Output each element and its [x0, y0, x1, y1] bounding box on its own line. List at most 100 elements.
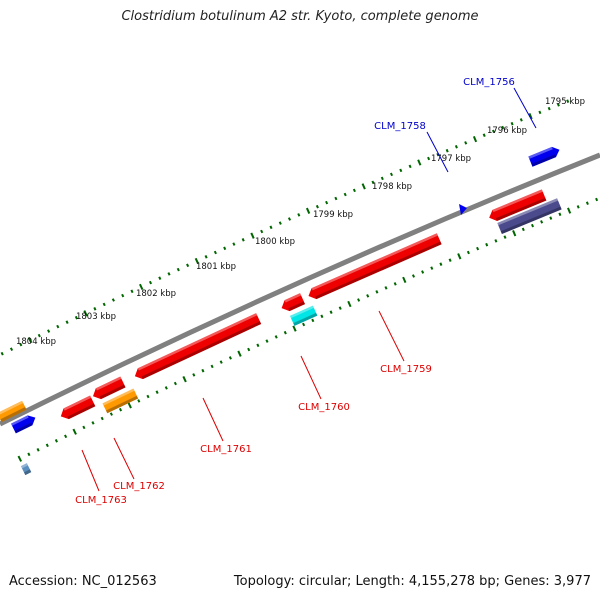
outer-ring-tick	[436, 152, 440, 157]
gene-label-CLM_1760[interactable]: CLM_1760	[298, 402, 350, 413]
outer-ring-tick	[547, 106, 551, 111]
gene-label-CLM_1762[interactable]: CLM_1762	[113, 481, 165, 492]
inner-ring-tick	[17, 455, 23, 462]
gene-leader-line	[300, 355, 322, 400]
outer-ring-tick	[139, 283, 144, 291]
gene-leader-line	[81, 449, 100, 492]
inner-ring-tick	[36, 448, 40, 452]
gene-features	[0, 145, 562, 476]
gene-label-CLM_1758[interactable]: CLM_1758	[374, 121, 426, 132]
gene-CLM_1759-bar[interactable]	[306, 233, 442, 301]
inner-ring-tick	[283, 330, 287, 335]
inner-ring-tick	[521, 227, 525, 232]
outer-ring-tick	[297, 213, 301, 217]
inner-ring-tick	[457, 253, 462, 260]
outer-ring-tick	[158, 276, 162, 280]
gene-red-right-bar[interactable]	[487, 189, 547, 223]
gene-CLM_1762-bar[interactable]	[90, 376, 126, 402]
gene-leader-line	[113, 437, 135, 480]
inner-ring-tick	[146, 394, 150, 399]
gene-label-CLM_1763[interactable]: CLM_1763	[75, 495, 127, 506]
outer-ring-tick	[65, 320, 69, 324]
inner-ring-tick	[265, 339, 269, 343]
inner-ring-tick	[476, 246, 480, 251]
outer-ring-tick	[186, 263, 190, 268]
outer-ring-tick	[380, 176, 384, 181]
kbp-label: 1801 kbp	[196, 262, 236, 272]
outer-ring-tick	[287, 217, 292, 221]
outer-ring-tick	[445, 148, 449, 153]
gene-leader-line	[202, 397, 224, 442]
outer-ring-tick	[566, 99, 570, 103]
inner-ring-tick	[247, 347, 251, 352]
gene-label-CLM_1759[interactable]: CLM_1759	[380, 364, 432, 375]
inner-ring-tick	[72, 428, 77, 435]
inner-ring-tick	[329, 310, 333, 314]
inner-ring-tick	[375, 290, 379, 294]
kbp-label: 1798 kbp	[372, 182, 412, 192]
outer-ring-tick	[343, 192, 347, 197]
inner-tick-ring	[17, 197, 599, 462]
outer-ring-tick	[399, 168, 403, 173]
inner-ring-tick	[137, 399, 141, 403]
inner-ring-tick	[439, 262, 443, 266]
outer-ring-tick	[556, 103, 560, 107]
inner-ring-tick	[576, 205, 580, 209]
outer-ring-tick	[241, 238, 245, 242]
gene-orange-left-bar[interactable]	[0, 400, 27, 423]
outer-ring-tick	[352, 188, 356, 193]
inner-ring-tick	[302, 322, 306, 327]
outer-ring-tick	[278, 221, 282, 225]
outer-ring-tick	[472, 135, 478, 143]
inner-ring-tick	[274, 335, 278, 339]
gene-CLM_1758-arrow[interactable]	[459, 204, 467, 215]
gene-CLM_1756-bar[interactable]	[528, 145, 561, 167]
outer-ring-tick	[389, 172, 394, 177]
outer-ring-tick	[325, 200, 329, 205]
inner-ring-tick	[366, 294, 370, 298]
gene-label-CLM_1761[interactable]: CLM_1761	[200, 444, 252, 455]
outer-ring-tick	[232, 242, 236, 246]
inner-ring-tick	[256, 343, 260, 348]
inner-ring-tick	[192, 373, 196, 377]
outer-ring-tick	[223, 246, 227, 251]
inner-ring-tick	[228, 356, 232, 360]
gene-red-small-bar[interactable]	[279, 293, 306, 313]
kbp-label: 1797 kbp	[431, 154, 471, 164]
inner-ring-tick	[485, 242, 489, 247]
inner-ring-tick	[430, 266, 434, 270]
outer-ring-tick	[538, 110, 542, 115]
genome-summary-text: Topology: circular; Length: 4,155,278 bp…	[233, 574, 591, 589]
gene-CLM_1763-bar[interactable]	[58, 395, 96, 421]
gene-edge-bar[interactable]	[20, 463, 32, 476]
outer-ring-tick	[19, 342, 23, 347]
inner-ring-tick	[118, 407, 123, 412]
gene-label-CLM_1756[interactable]: CLM_1756	[463, 77, 515, 88]
outer-ring-tick	[334, 196, 338, 201]
outer-ring-tick	[93, 307, 97, 311]
outer-ring-tick	[250, 232, 255, 239]
outer-ring-tick	[371, 180, 375, 185]
inner-ring-tick	[549, 216, 553, 220]
inner-ring-tick	[512, 230, 517, 237]
gene-blue-left-bar[interactable]	[10, 413, 38, 434]
gene-CLM_1761-bar[interactable]	[132, 313, 262, 382]
inner-ring-tick	[421, 270, 425, 274]
gene-cyan-bar[interactable]	[289, 305, 318, 326]
outer-ring-tick	[56, 324, 60, 329]
outer-ring-tick	[408, 164, 412, 169]
outer-ring-tick	[74, 315, 78, 320]
accession-text: Accession: NC_012563	[9, 574, 157, 589]
inner-ring-tick	[311, 318, 315, 323]
gene-slate-bar[interactable]	[497, 198, 562, 235]
kbp-label: 1799 kbp	[313, 210, 353, 220]
gene-leader-line	[378, 310, 405, 362]
gene-leader-line	[426, 131, 449, 173]
inner-ring-tick	[393, 282, 397, 286]
gene-orange-lower-bar[interactable]	[102, 388, 139, 414]
outer-ring-tick	[501, 125, 505, 130]
inner-ring-tick	[503, 235, 507, 239]
inner-ring-tick	[402, 276, 407, 284]
